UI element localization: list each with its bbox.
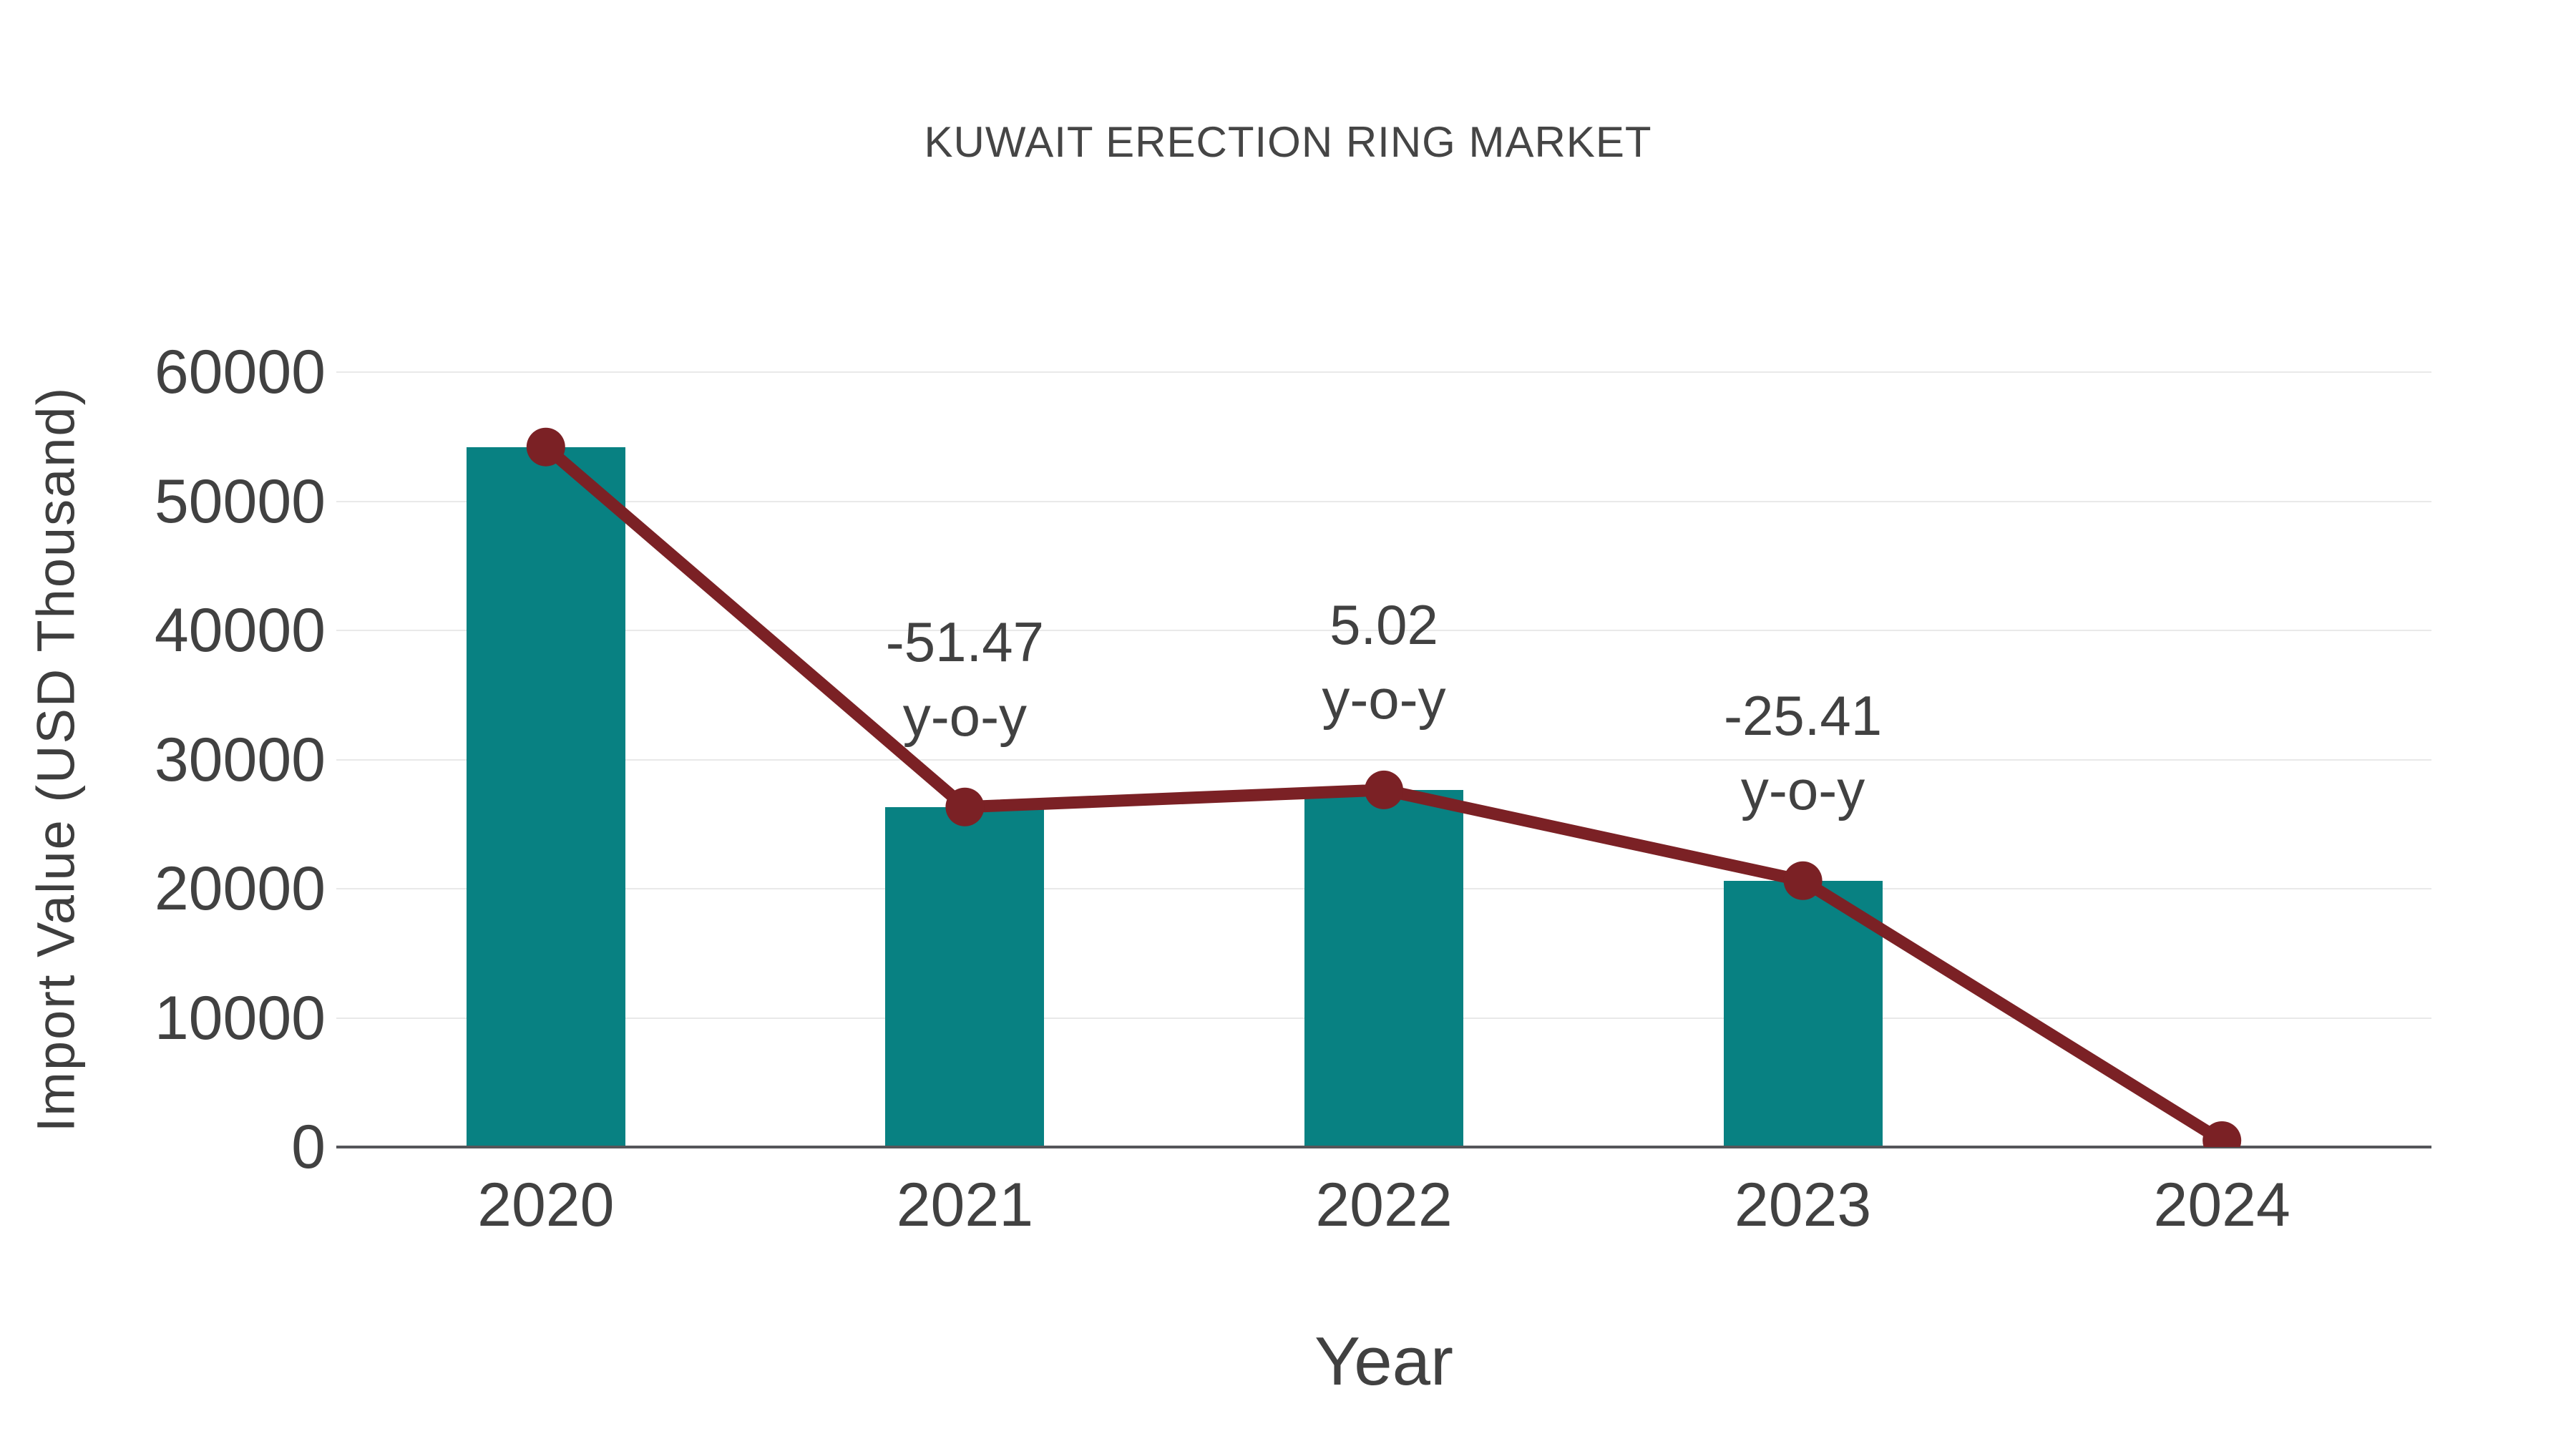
yoy-value: -51.47 — [885, 610, 1044, 673]
x-axis-line — [336, 1146, 2431, 1148]
x-tick-label-2023: 2023 — [1734, 1171, 1872, 1239]
trend-line-layer — [526, 427, 2242, 1147]
yoy-value: 5.02 — [1330, 592, 1438, 656]
chart-title: KUWAIT ERECTION RING MARKET — [924, 118, 1652, 166]
y-tick-label: 40000 — [154, 596, 326, 665]
gridline — [336, 758, 2431, 761]
data-point-2023 — [1783, 861, 1823, 900]
gridline — [336, 500, 2431, 502]
yoy-value: -25.41 — [1724, 683, 1883, 747]
y-tick-label: 10000 — [154, 983, 326, 1053]
y-tick-label: 20000 — [154, 854, 326, 923]
y-tick-label: 30000 — [154, 725, 326, 794]
yoy-annotation-2022: 5.02 y-o-y — [1322, 587, 1445, 736]
yoy-label: y-o-y — [1740, 758, 1865, 821]
x-tick-label-2020: 2020 — [477, 1171, 615, 1239]
bar-2021 — [885, 806, 1045, 1147]
yoy-label: y-o-y — [1322, 667, 1446, 731]
y-tick-label: 60000 — [154, 338, 326, 406]
y-tick-label: 0 — [291, 1113, 326, 1181]
data-point-2022 — [1365, 770, 1403, 809]
bar-2022 — [1304, 789, 1463, 1147]
x-tick-label-2022: 2022 — [1315, 1171, 1453, 1239]
bar-2020 — [466, 447, 625, 1147]
x-tick-label-2024: 2024 — [2153, 1171, 2290, 1239]
x-tick-label-2021: 2021 — [896, 1171, 1034, 1239]
yoy-annotation-2021: -51.47 y-o-y — [886, 605, 1044, 753]
plot-area — [336, 371, 2431, 1148]
y-tick-label: 50000 — [154, 467, 326, 536]
yoy-label: y-o-y — [902, 684, 1028, 748]
data-point-2024 — [2202, 1121, 2242, 1147]
yoy-annotation-2023: -25.41 y-o-y — [1724, 678, 1882, 827]
gridline — [336, 371, 2431, 373]
x-axis-title: Year — [1314, 1323, 1453, 1400]
data-point-2020 — [526, 427, 565, 467]
gridline — [336, 630, 2431, 631]
data-point-2021 — [945, 787, 985, 826]
bar-2023 — [1723, 880, 1883, 1147]
